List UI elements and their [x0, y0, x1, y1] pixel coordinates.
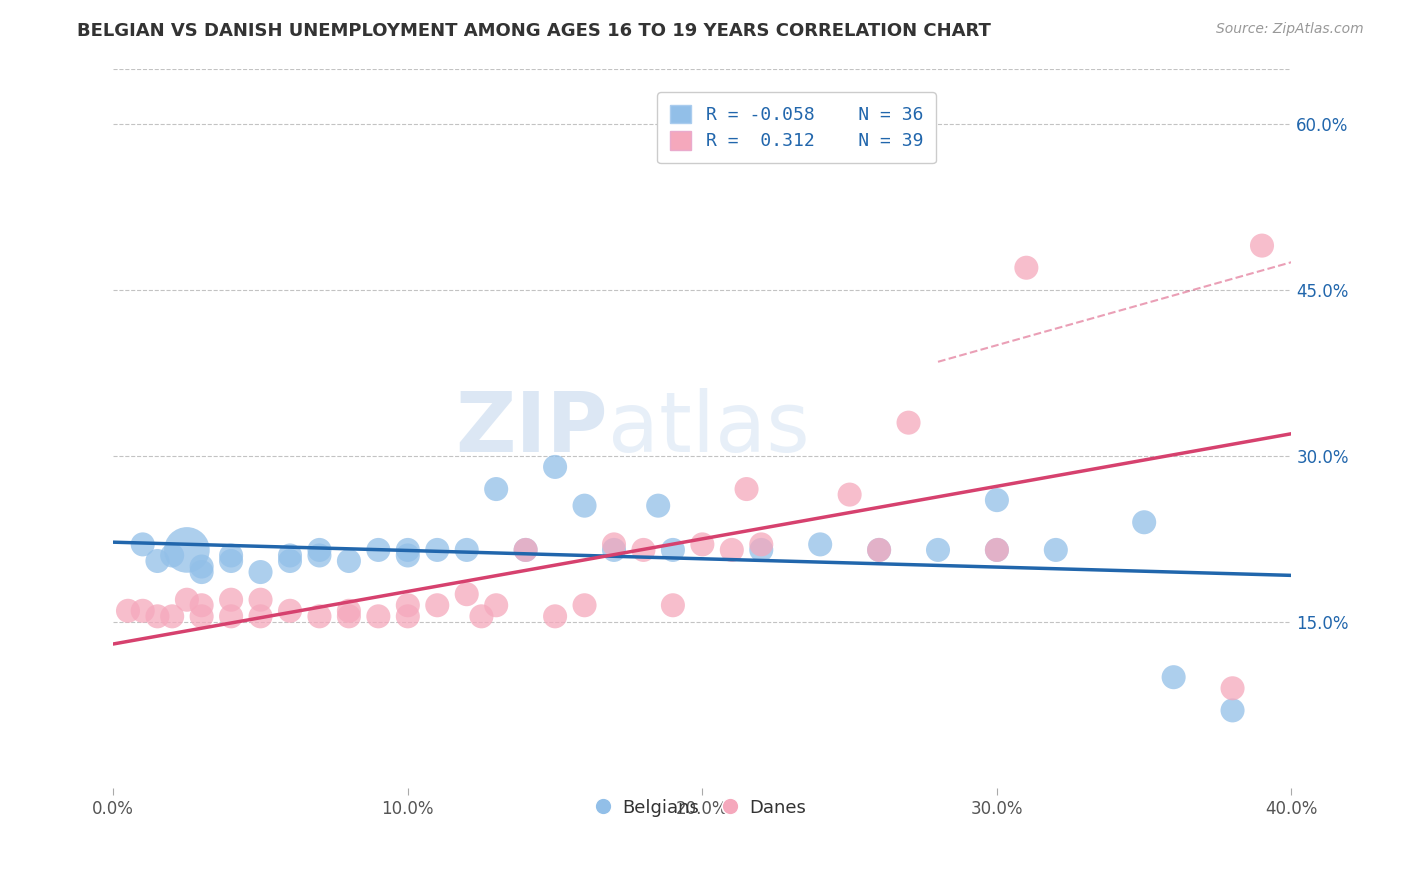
Point: [808, 537, 831, 551]
Point: [986, 543, 1008, 558]
Point: [1163, 670, 1185, 684]
Point: [456, 543, 478, 558]
Point: [396, 543, 419, 558]
Point: [927, 543, 949, 558]
Point: [426, 599, 449, 613]
Point: [749, 537, 772, 551]
Point: [735, 482, 758, 496]
Point: [117, 604, 139, 618]
Point: [219, 592, 242, 607]
Point: [544, 609, 567, 624]
Point: [132, 537, 155, 551]
Point: [219, 554, 242, 568]
Point: [249, 565, 271, 579]
Point: [160, 549, 183, 563]
Text: ZIP: ZIP: [456, 388, 609, 468]
Point: [603, 543, 626, 558]
Point: [485, 599, 508, 613]
Point: [1251, 238, 1274, 252]
Point: [720, 543, 742, 558]
Point: [544, 459, 567, 474]
Point: [574, 599, 596, 613]
Point: [278, 604, 301, 618]
Point: [278, 554, 301, 568]
Point: [146, 609, 169, 624]
Point: [308, 549, 330, 563]
Point: [396, 609, 419, 624]
Point: [1133, 515, 1156, 529]
Point: [1045, 543, 1067, 558]
Point: [176, 543, 198, 558]
Text: Source: ZipAtlas.com: Source: ZipAtlas.com: [1216, 22, 1364, 37]
Point: [219, 609, 242, 624]
Text: atlas: atlas: [609, 388, 810, 468]
Point: [160, 609, 183, 624]
Point: [515, 543, 537, 558]
Point: [190, 559, 212, 574]
Point: [308, 543, 330, 558]
Point: [633, 543, 655, 558]
Point: [868, 543, 890, 558]
Point: [470, 609, 492, 624]
Point: [396, 599, 419, 613]
Point: [146, 554, 169, 568]
Point: [176, 592, 198, 607]
Point: [692, 537, 714, 551]
Point: [190, 565, 212, 579]
Point: [396, 549, 419, 563]
Point: [278, 549, 301, 563]
Legend: Belgians, Danes: Belgians, Danes: [589, 789, 815, 826]
Point: [1015, 260, 1038, 275]
Point: [132, 604, 155, 618]
Point: [662, 599, 685, 613]
Point: [485, 482, 508, 496]
Point: [308, 609, 330, 624]
Text: BELGIAN VS DANISH UNEMPLOYMENT AMONG AGES 16 TO 19 YEARS CORRELATION CHART: BELGIAN VS DANISH UNEMPLOYMENT AMONG AGE…: [77, 22, 991, 40]
Point: [986, 493, 1008, 508]
Point: [574, 499, 596, 513]
Point: [868, 543, 890, 558]
Point: [647, 499, 669, 513]
Point: [749, 543, 772, 558]
Point: [337, 604, 360, 618]
Point: [838, 487, 860, 501]
Point: [1222, 703, 1244, 717]
Point: [249, 609, 271, 624]
Point: [367, 543, 389, 558]
Point: [219, 549, 242, 563]
Point: [603, 537, 626, 551]
Point: [337, 609, 360, 624]
Point: [662, 543, 685, 558]
Point: [515, 543, 537, 558]
Point: [456, 587, 478, 601]
Point: [190, 609, 212, 624]
Point: [897, 416, 920, 430]
Point: [367, 609, 389, 624]
Point: [1222, 681, 1244, 696]
Point: [337, 554, 360, 568]
Point: [190, 599, 212, 613]
Point: [249, 592, 271, 607]
Point: [986, 543, 1008, 558]
Point: [426, 543, 449, 558]
